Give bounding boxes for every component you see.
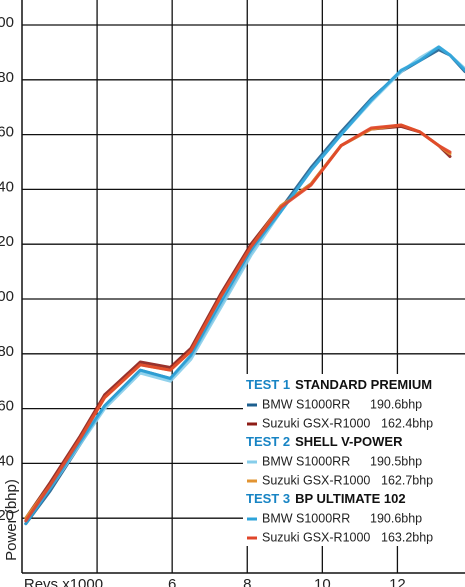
legend-heading: TEST 2 SHELL V-POWER [246, 434, 403, 449]
legend-fuel: BP ULTIMATE 102 [295, 491, 406, 506]
y-tick-label: 80 [0, 343, 14, 360]
legend-test: TEST 3 [246, 491, 290, 506]
legend-fuel: STANDARD PREMIUM [295, 377, 432, 392]
legend-label: BMW S1000RR [262, 397, 350, 411]
legend-label: BMW S1000RR [262, 511, 350, 525]
legend-test: TEST 2 [246, 434, 290, 449]
legend-label: Suzuki GSX-R1000 [262, 416, 370, 430]
legend-peak: 162.4bhp [381, 416, 433, 430]
x-tick-label: 10 [314, 576, 331, 587]
legend-test: TEST 1 [246, 377, 290, 392]
legend-heading: TEST 1 STANDARD PREMIUM [246, 377, 432, 392]
x-tick-label: 6 [168, 576, 176, 587]
series-line [24, 45, 465, 526]
y-tick-label: 120 [0, 233, 14, 250]
legend-peak: 190.5bhp [370, 454, 422, 468]
legend-label: Suzuki GSX-R1000 [262, 473, 370, 487]
y-axis-label: Power (bhp) [3, 479, 20, 561]
legend-heading: TEST 3 BP ULTIMATE 102 [246, 491, 406, 506]
legend-peak: 162.7bhp [381, 473, 433, 487]
legend-fuel: SHELL V-POWER [295, 434, 403, 449]
y-tick-label: 180 [0, 69, 14, 86]
x-tick-label: Revs x1000 [24, 576, 103, 587]
y-tick-label: 40 [0, 452, 14, 469]
legend-box [243, 374, 465, 546]
y-tick-label: 100 [0, 288, 14, 305]
series-line [24, 123, 452, 523]
x-tick-label: 8 [243, 576, 251, 587]
x-tick-label: 12 [389, 576, 406, 587]
y-tick-label: 20 [0, 507, 14, 524]
y-tick-label: 160 [0, 124, 14, 141]
y-tick-label: 60 [0, 398, 14, 415]
legend-peak: 190.6bhp [370, 511, 422, 525]
y-tick-label: 200 [0, 14, 14, 31]
legend-label: BMW S1000RR [262, 454, 350, 468]
legend-peak: 190.6bhp [370, 397, 422, 411]
legend-peak: 163.2bhp [381, 530, 433, 544]
y-tick-label: 140 [0, 178, 14, 195]
legend-label: Suzuki GSX-R1000 [262, 530, 370, 544]
series-line [24, 45, 465, 523]
